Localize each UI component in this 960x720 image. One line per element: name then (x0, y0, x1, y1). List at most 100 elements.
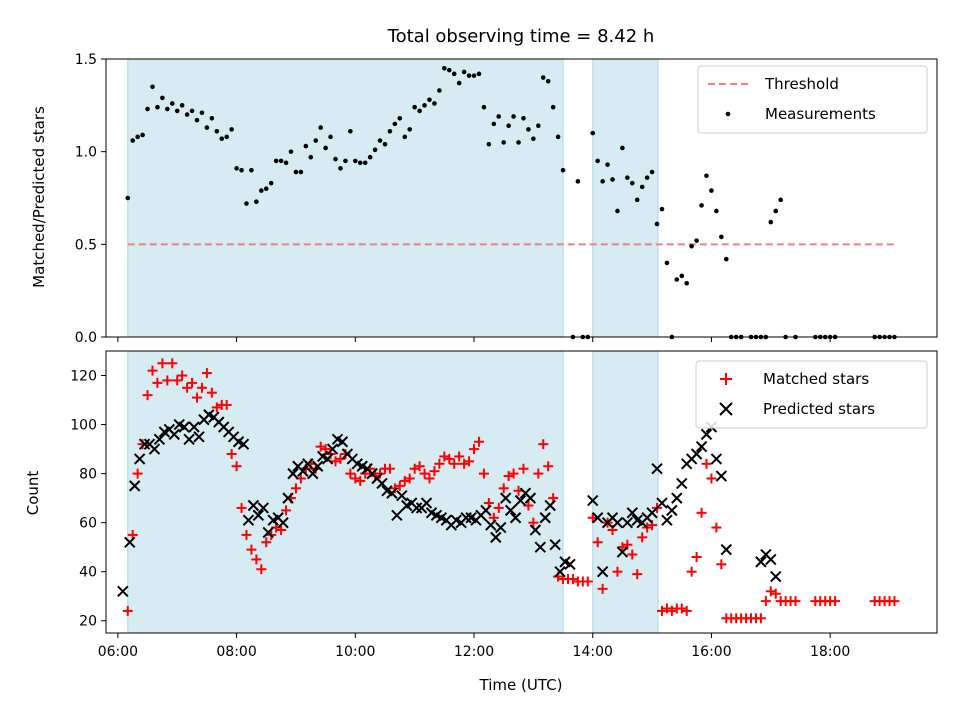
measurement-point (160, 95, 165, 101)
predicted-star-stroke-b (242, 514, 255, 526)
measurement-point (338, 166, 343, 171)
predicted-star-stroke-b (168, 428, 180, 441)
measurement-point (679, 273, 685, 279)
measurements-legend-swatch (725, 111, 731, 117)
top-plot-frame (105, 58, 938, 338)
predicted-star-point (539, 512, 551, 524)
predicted-star-point (596, 565, 609, 578)
predicted-star-stroke-b (178, 421, 190, 433)
predicted-star-stroke-b (621, 516, 634, 529)
predicted-star-stroke-b (193, 431, 205, 443)
predicted-star-stroke-b (133, 453, 146, 465)
measurement-point (244, 201, 249, 206)
matched-star-point (424, 473, 435, 484)
predicted-star-point (153, 433, 166, 445)
matched-star-point (231, 461, 242, 472)
predicted-star-stroke-b (666, 504, 678, 517)
matched-star-point (182, 382, 193, 393)
measurement-point (699, 203, 704, 208)
predicted-star-stroke-b (710, 453, 723, 465)
predicted-star-stroke-b (287, 467, 299, 480)
measurement-point (263, 186, 269, 192)
measurement-point (357, 160, 363, 166)
measurement-point (234, 166, 239, 171)
top-shaded-regions (127, 58, 659, 338)
measurements-legend-label: Measurements (765, 105, 876, 123)
predicted-star-point (242, 514, 255, 526)
measurement-point (293, 169, 299, 175)
bottom-data-marks (117, 358, 900, 624)
measurement-point (367, 154, 373, 160)
predicted-star-stroke-b (690, 448, 703, 460)
measurement-point (333, 156, 338, 162)
x-tick-label: 08:00 (216, 644, 256, 660)
measurement-point (169, 101, 175, 106)
predicted-star-point (420, 497, 433, 509)
matched-star-point (518, 463, 529, 474)
predicted-star-point (485, 519, 497, 531)
predicted-star-point (534, 541, 547, 553)
measurement-point (684, 280, 690, 286)
measurement-point (259, 188, 264, 193)
matched-star-point (132, 468, 143, 479)
measurement-point (630, 180, 635, 186)
matched-star-point (760, 596, 771, 607)
top-data-marks (125, 65, 897, 340)
matched-star-point (201, 368, 212, 379)
predicted-legend-label: Predicted stars (763, 400, 875, 418)
bottom-y-tick-label: 60 (79, 516, 97, 532)
matched-star-point (755, 613, 766, 624)
measurement-point (615, 208, 620, 214)
matched-star-point (147, 365, 158, 376)
matched-star-point (122, 605, 133, 616)
measurement-point (481, 104, 487, 110)
predicted-star-stroke-b (524, 492, 537, 504)
measurement-point (456, 80, 462, 86)
measurement-point (155, 104, 160, 110)
predicted-star-stroke-b (450, 514, 462, 526)
measurement-point (273, 158, 279, 164)
predicted-star-point (188, 421, 200, 433)
measurement-point (595, 158, 600, 164)
matched-star-point (691, 551, 702, 562)
predicted-star-stroke-b (331, 433, 344, 445)
matched-star-point (157, 358, 168, 369)
predicted-star-stroke-b (410, 502, 423, 514)
predicted-star-point (252, 509, 265, 522)
predicted-star-stroke-b (381, 485, 393, 497)
measurement-point (377, 138, 383, 143)
predicted-star-point (720, 543, 732, 556)
x-tick-label: 16:00 (691, 644, 731, 660)
predicted-star-stroke-b (351, 458, 363, 470)
bottom-legend-box (695, 360, 928, 429)
bottom-axes: 06:00 08:00 10:00 12:00 14:00 16:00 18:00 20 40 6… (70, 369, 850, 660)
predicted-star-point (695, 440, 708, 453)
measurement-point (303, 143, 309, 149)
predicted-star-stroke-b (173, 418, 185, 431)
measurement-point (283, 160, 289, 166)
measurement-point (521, 116, 526, 121)
predicted-star-point (564, 558, 576, 571)
matched-star-point (394, 480, 405, 491)
predicted-star-point (690, 448, 703, 460)
predicted-star-stroke-b (425, 507, 438, 519)
bottom-y-tick-label: 40 (79, 565, 97, 581)
predicted-star-point (666, 504, 678, 517)
predicted-star-stroke-b (485, 519, 497, 531)
matched-star-point (162, 375, 173, 386)
predicted-star-point (700, 428, 713, 441)
measurement-point (189, 108, 195, 114)
matched-star-point (498, 483, 509, 494)
predicted-star-stroke-b (232, 436, 245, 448)
measurement-point (174, 108, 180, 114)
measurement-point (560, 167, 566, 173)
matched-star-point (701, 458, 712, 469)
predicted-star-stroke-b (326, 443, 339, 455)
predicted-star-stroke-b (529, 524, 542, 536)
measurement-point (382, 141, 388, 147)
predicted-star-point (460, 512, 472, 524)
predicted-star-point (321, 453, 334, 465)
measurement-point (516, 140, 521, 145)
predicted-star-stroke-b (148, 443, 161, 455)
predicted-star-point (262, 526, 274, 539)
